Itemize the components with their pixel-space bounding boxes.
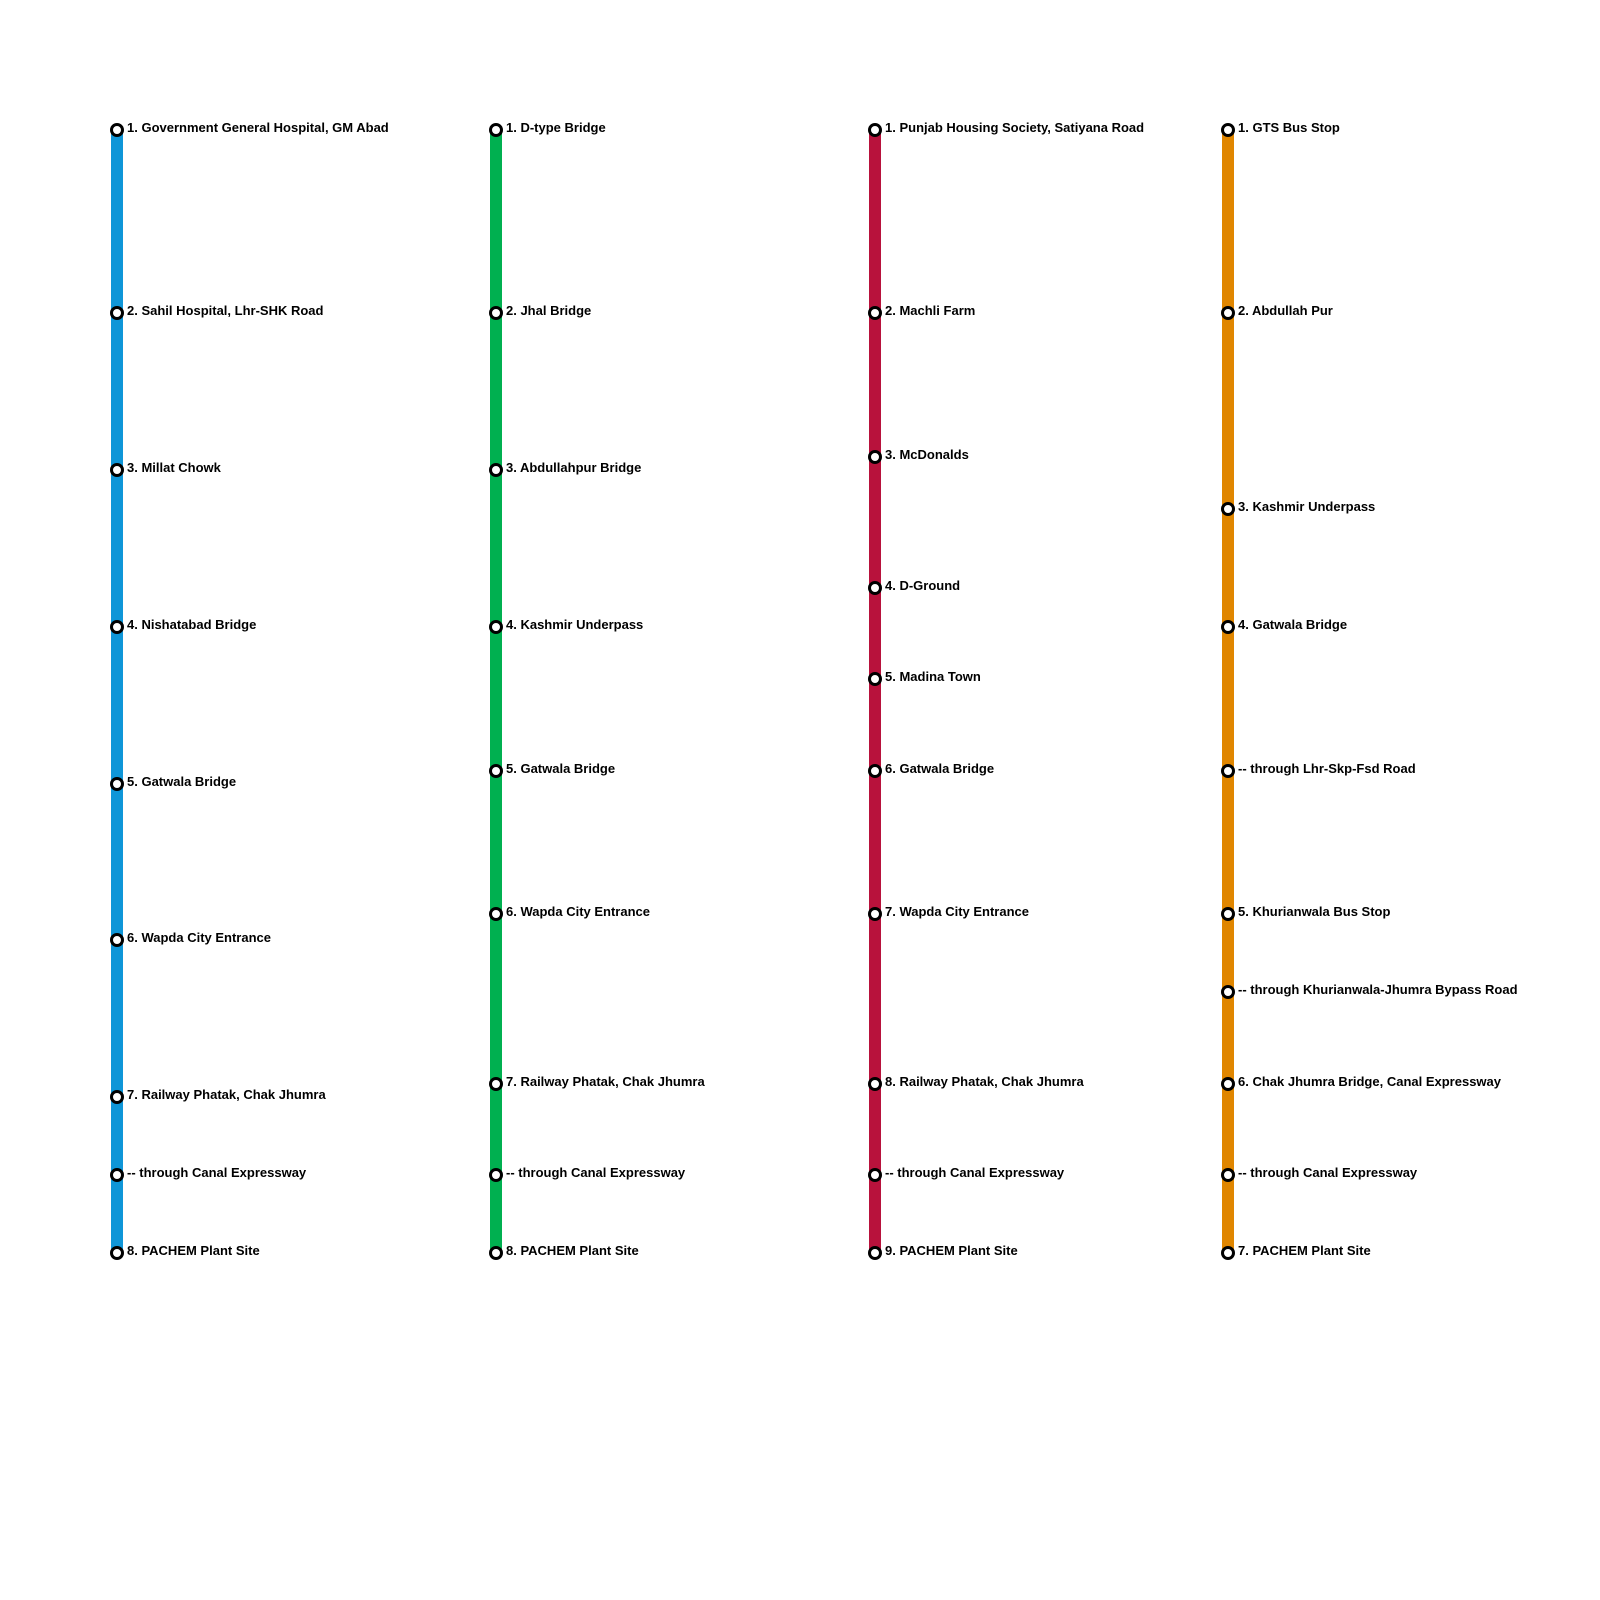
stop-label: 1. Government General Hospital, GM Abad [127,120,389,135]
stop-label: 3. Abdullahpur Bridge [506,460,642,475]
stop-marker [868,1077,882,1091]
stop-label: 2. Jhal Bridge [506,303,592,318]
stop-marker [489,1168,503,1182]
stop-label: 3. Millat Chowk [127,460,221,475]
stop-marker [1221,1077,1235,1091]
stop-marker [868,306,882,320]
stop-marker [489,764,503,778]
stop-marker [110,1090,124,1104]
stop-marker [868,123,882,137]
stop-marker [1221,1246,1235,1260]
stop-label: 7. Railway Phatak, Chak Jhumra [506,1074,705,1089]
stop-label: 1. GTS Bus Stop [1238,120,1340,135]
stop-marker [868,764,882,778]
stop-label: 2. Sahil Hospital, Lhr-SHK Road [127,303,324,318]
stop-label: 4. D-Ground [885,578,961,593]
stop-marker [1221,764,1235,778]
stop-marker [868,672,882,686]
stop-label: -- through Canal Expressway [1238,1165,1418,1180]
stop-marker [1221,306,1235,320]
stop-marker [1221,985,1235,999]
stop-marker [110,620,124,634]
stop-label: 8. PACHEM Plant Site [127,1243,260,1258]
stop-marker [489,1077,503,1091]
stop-marker [110,1168,124,1182]
stop-label: 8. Railway Phatak, Chak Jhumra [885,1074,1084,1089]
stop-label: 3. McDonalds [885,447,969,462]
route-line-2 [490,130,502,1253]
stop-marker [110,123,124,137]
stop-marker [110,777,124,791]
route-line-1 [111,130,123,1253]
stop-label: 6. Wapda City Entrance [506,904,650,919]
stop-label: 1. D-type Bridge [506,120,606,135]
stop-label: 9. PACHEM Plant Site [885,1243,1018,1258]
route-line-3 [869,130,881,1253]
stop-label: 2. Abdullah Pur [1238,303,1333,318]
stop-label: -- through Canal Expressway [885,1165,1065,1180]
stop-label: 6. Gatwala Bridge [885,761,995,776]
stop-marker [489,306,503,320]
stop-marker [1221,620,1235,634]
stop-label: -- through Lhr-Skp-Fsd Road [1238,761,1416,776]
stop-label: 6. Wapda City Entrance [127,930,271,945]
stop-label: 7. Railway Phatak, Chak Jhumra [127,1087,326,1102]
stop-label: 7. PACHEM Plant Site [1238,1243,1371,1258]
stop-marker [1221,1168,1235,1182]
stop-marker [868,907,882,921]
stop-marker [868,581,882,595]
stop-marker [868,1168,882,1182]
stop-label: 5. Madina Town [885,669,981,684]
stop-label: 1. Punjab Housing Society, Satiyana Road [885,120,1145,135]
stop-label: 5. Gatwala Bridge [127,774,237,789]
stop-marker [489,463,503,477]
stop-marker [489,123,503,137]
stop-marker [110,463,124,477]
stop-label: 8. PACHEM Plant Site [506,1243,639,1258]
stop-marker [1221,123,1235,137]
stop-marker [489,620,503,634]
stop-marker [1221,502,1235,516]
stop-label: 4. Kashmir Underpass [506,617,644,632]
stop-label: 4. Nishatabad Bridge [127,617,257,632]
stop-marker [110,1246,124,1260]
stop-marker [868,1246,882,1260]
stop-marker [868,450,882,464]
stop-label: -- through Canal Expressway [127,1165,307,1180]
stop-label: -- through Canal Expressway [506,1165,686,1180]
stop-marker [489,907,503,921]
route-line-4 [1222,130,1234,1253]
stop-marker [110,933,124,947]
stop-marker [110,306,124,320]
stop-marker [489,1246,503,1260]
stop-label: 3. Kashmir Underpass [1238,499,1376,514]
stop-marker [1221,907,1235,921]
stop-label: 6. Chak Jhumra Bridge, Canal Expressway [1238,1074,1501,1089]
stop-label: -- through Khurianwala-Jhumra Bypass Roa… [1238,982,1518,997]
stop-label: 4. Gatwala Bridge [1238,617,1348,632]
stop-label: 2. Machli Farm [885,303,976,318]
stop-label: 7. Wapda City Entrance [885,904,1029,919]
stop-label: 5. Khurianwala Bus Stop [1238,904,1391,919]
stop-label: 5. Gatwala Bridge [506,761,616,776]
